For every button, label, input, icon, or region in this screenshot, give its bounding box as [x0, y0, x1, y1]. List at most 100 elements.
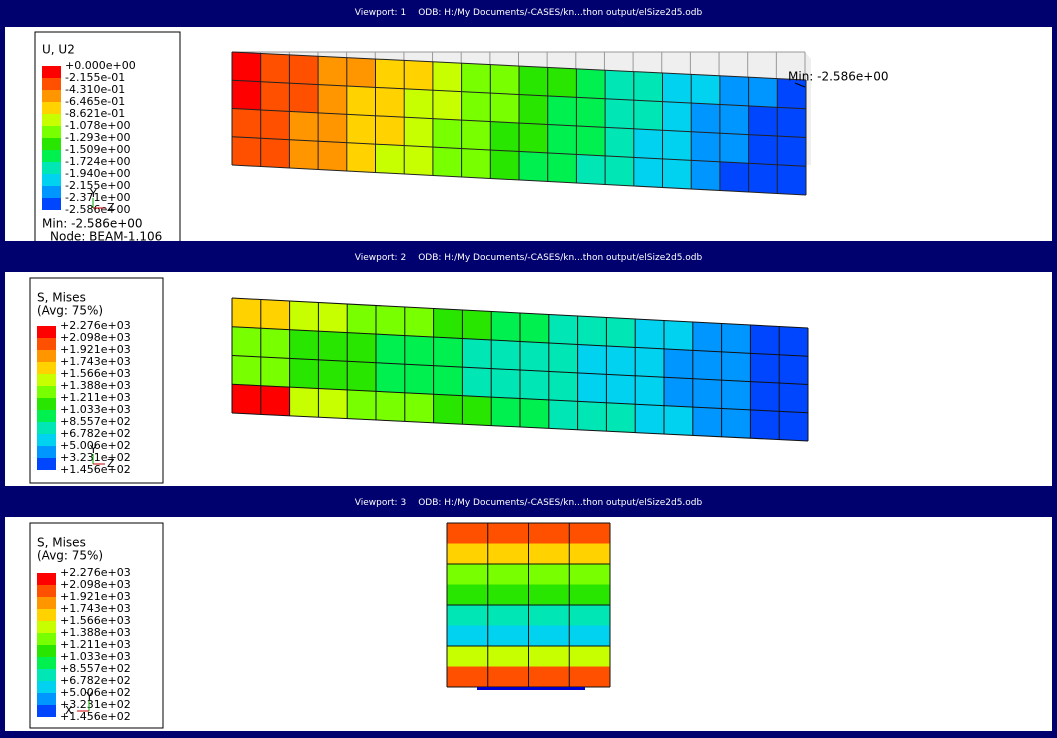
- legend-swatch: [42, 186, 61, 198]
- element-fill: [461, 148, 491, 179]
- element-fill: [404, 60, 433, 91]
- legend-label: +1.388e+03: [60, 626, 131, 639]
- element-fill: [432, 90, 462, 121]
- element-fill: [318, 84, 347, 115]
- element-fill: [777, 164, 806, 195]
- mesh-line: [231, 51, 807, 81]
- element-fill: [520, 398, 549, 429]
- triad-label: Y: [89, 187, 97, 200]
- element-fill: [375, 115, 405, 146]
- legend-swatch: [37, 338, 56, 350]
- element-fill: [447, 584, 488, 605]
- element-fill: [635, 375, 664, 406]
- element-fill: [750, 353, 780, 384]
- element-fill: [447, 625, 488, 646]
- legend-label: +1.921e+03: [60, 343, 131, 356]
- legend-label: -2.586e+00: [65, 203, 130, 216]
- element-fill: [548, 314, 578, 345]
- element-fill: [605, 155, 634, 186]
- viewport-graphics: Min: -2.586e+00 U, U2 +0.000e+00-2.155e-01…: [34, 31, 889, 241]
- legend-label: +6.782e+02: [60, 674, 131, 687]
- element-fill: [289, 329, 319, 360]
- element-fill: [606, 402, 636, 433]
- element-fill: [721, 408, 751, 439]
- element-fill: [462, 367, 492, 398]
- element-fill: [606, 374, 636, 405]
- legend-swatch: [37, 326, 56, 338]
- element-fill: [289, 111, 319, 142]
- viewport-title: Viewport: 1: [354, 8, 407, 18]
- legend-label: -1.940e+00: [65, 167, 130, 180]
- element-fill: [404, 117, 433, 148]
- element-fill: [433, 365, 463, 396]
- viewport[interactable]: Viewport: 1 ODB: H:/My Documents/-CASES/k…: [5, 0, 1052, 241]
- element-fill: [487, 666, 529, 687]
- viewport-odb: ODB: H:/My Documents/-CASES/kn...thon ou…: [418, 498, 703, 508]
- element-fill: [519, 66, 548, 96]
- element-fill: [318, 112, 347, 143]
- element-fill: [576, 68, 606, 99]
- element-fill: [528, 523, 570, 544]
- legend-label: +2.276e+03: [60, 566, 131, 579]
- legend-title: (Avg: 75%): [37, 304, 103, 318]
- element-fill: [347, 304, 376, 335]
- mesh-line: [231, 326, 809, 357]
- element-fill: [750, 325, 780, 355]
- legend-label: +1.211e+03: [60, 638, 131, 651]
- legend-label: +6.782e+02: [60, 427, 131, 440]
- legend-label: +1.566e+03: [60, 614, 131, 627]
- element-fill: [662, 158, 692, 189]
- element-fill: [691, 131, 720, 162]
- viewport[interactable]: Viewport: 2 ODB: H:/My Documents/-CASES/k…: [5, 245, 1052, 486]
- element-fill: [487, 523, 529, 544]
- element-fill: [779, 383, 808, 413]
- element-fill: [577, 401, 607, 432]
- legend-swatch: [37, 386, 56, 398]
- legend-title: U, U2: [42, 43, 75, 57]
- element-fill: [487, 543, 529, 564]
- legend-swatch: [37, 434, 56, 446]
- element-fill: [318, 56, 347, 86]
- element-fill: [721, 323, 751, 354]
- element-fill: [576, 97, 606, 128]
- element-fill: [347, 361, 376, 392]
- mesh-line: [231, 355, 809, 385]
- viewport-canvas: S, Mises (Avg: 75%) +2.276e+03 +2.098e+03 +1…: [5, 517, 1052, 731]
- element-fill: [346, 142, 376, 173]
- element-fill: [605, 98, 634, 129]
- element-fill: [662, 73, 692, 104]
- element-fill: [691, 74, 720, 105]
- element-fill: [547, 95, 577, 126]
- mesh-line: [231, 136, 807, 167]
- element-fill: [548, 342, 578, 373]
- element-fill: [528, 543, 570, 564]
- element-fill: [232, 80, 261, 110]
- element-fill: [487, 646, 529, 667]
- legend-swatch: [37, 633, 56, 645]
- legend-footer: Min: -2.586e+00: [42, 217, 143, 231]
- element-fill: [691, 160, 720, 191]
- legend-label: +1.456e+02: [60, 463, 131, 476]
- legend-title: S, Mises: [37, 536, 86, 550]
- element-fill: [289, 139, 319, 170]
- element-fill: [260, 138, 290, 168]
- base-strip: [477, 687, 585, 690]
- min-leader: [794, 82, 806, 88]
- legend-label: -2.155e-01: [65, 71, 125, 84]
- element-fill: [447, 543, 488, 564]
- element-fill: [462, 395, 492, 426]
- legend-swatch: [42, 78, 61, 90]
- viewport-canvas: Min: -2.586e+00 U, U2 +0.000e+00 -2.155e-01…: [5, 27, 1052, 241]
- viewport[interactable]: Viewport: 3 ODB: H:/My Documents/-CASES/k…: [5, 490, 1052, 731]
- element-fill: [432, 118, 462, 149]
- element-fill: [289, 83, 319, 113]
- legend-swatch: [42, 102, 61, 114]
- legend-swatch: [37, 422, 56, 434]
- element-fill: [232, 298, 261, 329]
- legend-label: -1.509e+00: [65, 143, 130, 156]
- element-fill: [260, 81, 290, 112]
- legend-label: +3.231e+02: [60, 451, 131, 464]
- element-fill: [750, 409, 780, 440]
- element-fill: [487, 584, 529, 605]
- element-fill: [491, 397, 520, 427]
